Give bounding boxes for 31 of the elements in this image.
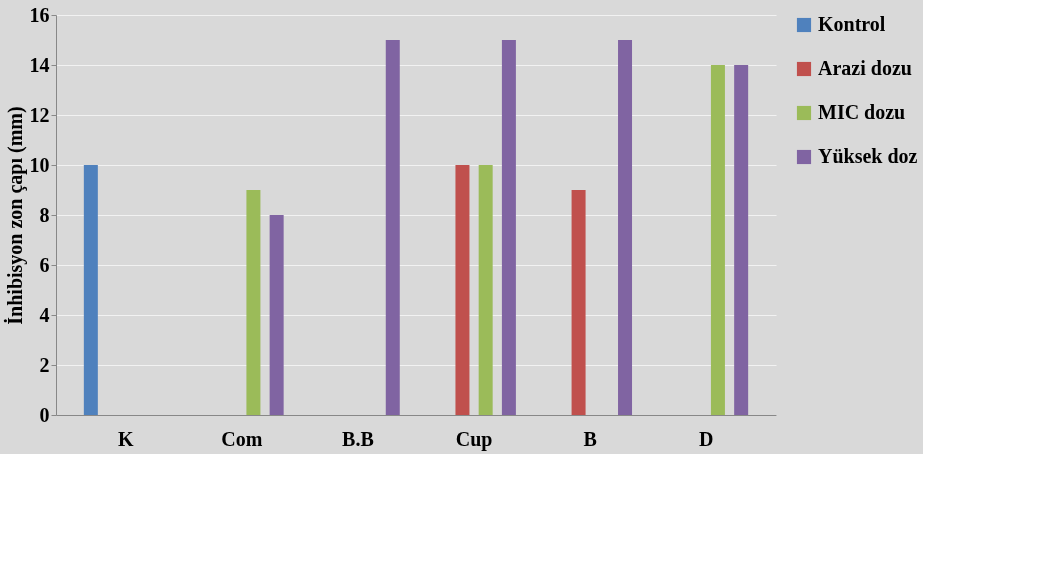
y-tick-label: 10 bbox=[29, 153, 50, 176]
y-tick-label: 8 bbox=[39, 203, 50, 226]
y-tick-label: 12 bbox=[29, 103, 50, 126]
bar bbox=[269, 215, 284, 415]
bar bbox=[618, 40, 633, 415]
y-tick-label: 14 bbox=[29, 53, 50, 76]
bar bbox=[571, 190, 586, 415]
y-axis-title: İnhibisyon zon çapı (mm) bbox=[2, 106, 27, 325]
bar bbox=[734, 65, 749, 415]
y-tick-label: 6 bbox=[39, 253, 50, 276]
legend-label: MIC dozu bbox=[818, 101, 906, 123]
x-tick-label: K bbox=[117, 427, 134, 450]
x-tick-label: B.B bbox=[342, 427, 374, 450]
bar bbox=[501, 40, 516, 415]
x-tick-label: B bbox=[583, 427, 597, 450]
x-tick-label: Com bbox=[221, 427, 263, 450]
legend-label: Arazi dozu bbox=[818, 57, 912, 79]
bar bbox=[710, 65, 725, 415]
bar bbox=[246, 190, 261, 415]
bar bbox=[455, 165, 470, 415]
y-tick-label: 0 bbox=[39, 403, 50, 426]
bar bbox=[385, 40, 400, 415]
x-tick-label: D bbox=[699, 427, 714, 450]
legend-label: Yüksek doz bbox=[818, 145, 918, 167]
y-tick-label: 16 bbox=[29, 3, 50, 26]
bar bbox=[478, 165, 493, 415]
y-tick-label: 4 bbox=[39, 303, 50, 326]
legend-label: Kontrol bbox=[818, 13, 886, 35]
bar bbox=[83, 165, 98, 415]
y-tick-label: 2 bbox=[39, 353, 50, 376]
x-tick-label: Cup bbox=[455, 427, 493, 451]
